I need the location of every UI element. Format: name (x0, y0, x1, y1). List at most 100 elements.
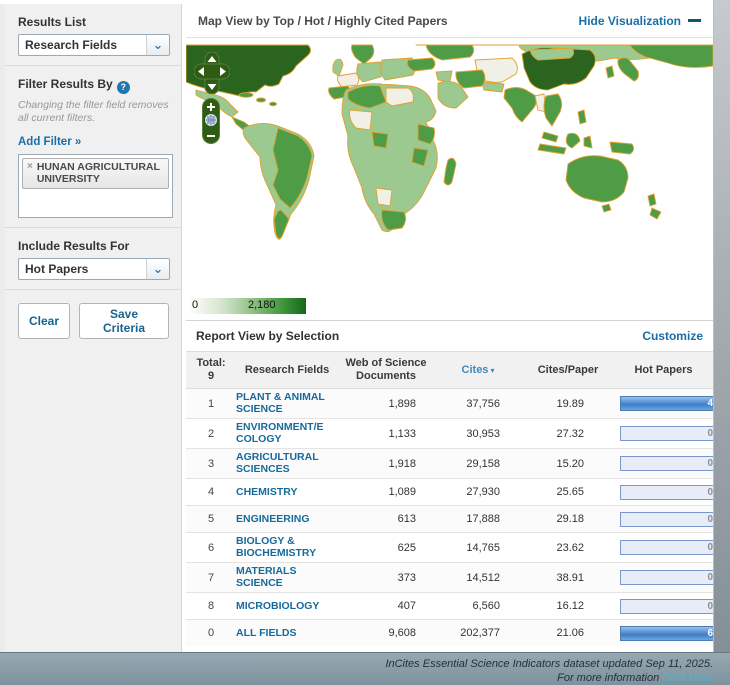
hot-papers-bar: 6 (620, 625, 713, 641)
hide-visualization-link[interactable]: Hide Visualization (579, 14, 701, 28)
hot-papers-value: 6 (707, 627, 713, 639)
row-field-cell: ENGINEERING (236, 513, 338, 526)
row-field-cell: MICROBIOLOGY (236, 600, 338, 613)
world-map-visualization[interactable]: 0 2,180 (186, 38, 713, 320)
hot-papers-value: 4 (707, 398, 713, 409)
research-field-link[interactable]: BIOLOGY & BIOCHEMISTRY (236, 535, 317, 559)
hot-papers-bar: 0 (620, 540, 713, 555)
row-hot-papers-cell: 0 (614, 511, 713, 528)
row-cites: 17,888 (466, 513, 500, 525)
row-field-cell: PLANT & ANIMAL SCIENCE (236, 391, 338, 415)
window-top-border (0, 0, 730, 4)
column-header-hot-papers[interactable]: Hot Papers (634, 363, 693, 376)
row-cites-per-paper: 38.91 (556, 571, 584, 584)
sort-desc-icon: ▾ (490, 365, 495, 375)
add-filter-link[interactable]: Add Filter » (18, 136, 82, 148)
zoom-in-icon (207, 103, 215, 111)
column-header-wos-documents[interactable]: Web of Science Documents (345, 357, 427, 382)
results-table-body: 1 PLANT & ANIMAL SCIENCE 1,898 37,756 19… (186, 389, 713, 646)
sidebar-main-divider (182, 4, 186, 652)
row-rank: 1 (207, 397, 215, 410)
row-cites-per-paper: 25.65 (556, 486, 584, 498)
research-field-link[interactable]: MICROBIOLOGY (236, 599, 320, 612)
legend-gradient-bar (190, 298, 306, 314)
row-cites: 37,756 (466, 397, 500, 410)
row-hot-papers-cell: 0 (614, 598, 713, 615)
main-content: Map View by Top / Hot / Highly Cited Pap… (186, 4, 713, 652)
window-left-border (0, 4, 5, 652)
table-row: 0 ALL FIELDS 9,608 202,377 21.06 6 (186, 619, 713, 646)
map-zoom-control[interactable] (202, 98, 220, 144)
row-field-cell: ENVIRONMENT/ECOLOGY (236, 421, 338, 445)
research-field-link[interactable]: PLANT & ANIMAL SCIENCE (236, 391, 325, 415)
total-label: Total: (196, 357, 226, 369)
hide-visualization-text: Hide Visualization (578, 13, 681, 28)
active-filters-box: × HUNAN AGRICULTURAL UNIVERSITY (18, 154, 173, 218)
remove-filter-icon[interactable]: × (27, 161, 33, 172)
include-results-selected-value: Hot Papers (25, 262, 89, 276)
results-list-selected-value: Research Fields (25, 38, 118, 52)
more-information-text: For more information Click Here (0, 671, 713, 685)
table-row: 5 ENGINEERING 613 17,888 29.18 0 (186, 505, 713, 532)
research-field-link[interactable]: ALL FIELDS (236, 626, 297, 639)
filter-tag-label: HUNAN AGRICULTURAL UNIVERSITY (36, 161, 160, 185)
hot-papers-bar: 0 (620, 511, 713, 527)
include-results-label: Include Results For (18, 239, 130, 253)
row-wos-documents: 373 (397, 571, 416, 584)
row-field-cell: ALL FIELDS (236, 627, 338, 640)
hot-papers-value: 0 (707, 428, 713, 439)
choropleth-world-map (186, 44, 713, 240)
research-field-link[interactable]: AGRICULTURAL SCIENCES (236, 451, 319, 475)
row-rank: 4 (207, 486, 215, 498)
row-cites: 202,377 (460, 627, 500, 639)
window-right-border (713, 0, 730, 652)
results-table-header-row: Total: 9 Research Fields Web of Science … (186, 351, 713, 389)
filter-results-section: Filter Results By? Changing the filter f… (5, 65, 181, 227)
hot-papers-value: 0 (707, 486, 713, 498)
research-field-link[interactable]: ENVIRONMENT/ECOLOGY (236, 421, 324, 445)
filter-note: Changing the filter field removes all cu… (18, 99, 169, 124)
row-wos-documents: 1,133 (388, 427, 416, 440)
table-row: 7 MATERIALS SCIENCE 373 14,512 38.91 0 (186, 562, 713, 592)
customize-link[interactable]: Customize (642, 329, 703, 343)
help-icon[interactable]: ? (116, 81, 130, 94)
row-wos-documents: 613 (397, 513, 416, 525)
save-criteria-button[interactable]: Save Criteria (79, 303, 169, 339)
filter-tag-hunan-agricultural-university[interactable]: × HUNAN AGRICULTURAL UNIVERSITY (22, 158, 169, 189)
research-field-link[interactable]: MATERIALS SCIENCE (236, 565, 297, 589)
table-row: 8 MICROBIOLOGY 407 6,560 16.12 0 (186, 592, 713, 619)
legend-max-value: 2,180 (248, 299, 276, 311)
row-cites-per-paper: 19.89 (556, 397, 584, 410)
row-cites: 14,512 (466, 571, 500, 584)
column-header-cites[interactable]: Cites ▾ (434, 364, 522, 377)
row-hot-papers-cell: 4 (614, 395, 713, 412)
clear-button[interactable]: Clear (18, 303, 71, 339)
hot-papers-value: 0 (707, 458, 713, 469)
page-footer: InCites Essential Science Indicators dat… (0, 652, 730, 685)
hot-papers-bar: 0 (620, 570, 713, 585)
row-hot-papers-cell: 0 (614, 484, 713, 501)
pan-up-icon (207, 56, 217, 62)
click-here-link[interactable]: Click Here (662, 672, 713, 684)
results-list-dropdown[interactable]: Research Fields ⌄ (18, 34, 170, 56)
legend-min-value: 0 (192, 299, 199, 311)
research-field-link[interactable]: CHEMISTRY (236, 485, 298, 498)
pan-down-icon (207, 84, 217, 90)
chevron-down-icon[interactable]: ⌄ (146, 35, 169, 55)
row-wos-documents: 1,918 (388, 457, 416, 470)
row-cites: 27,930 (466, 486, 500, 498)
column-header-cites-per-paper[interactable]: Cites/Paper (537, 363, 599, 376)
row-cites-per-paper: 16.12 (556, 600, 584, 612)
results-list-label: Results List (18, 15, 87, 29)
row-cites-per-paper: 21.06 (556, 627, 584, 639)
include-results-dropdown[interactable]: Hot Papers ⌄ (18, 258, 170, 280)
row-cites-per-paper: 23.62 (556, 541, 584, 554)
hot-papers-value: 0 (707, 600, 713, 612)
research-field-link[interactable]: ENGINEERING (236, 512, 310, 525)
chevron-down-icon[interactable]: ⌄ (146, 259, 169, 279)
row-wos-documents: 407 (397, 600, 416, 612)
map-pan-control[interactable] (194, 52, 230, 94)
include-results-section: Include Results For Hot Papers ⌄ (5, 227, 181, 289)
column-header-research-fields[interactable]: Research Fields (244, 363, 330, 376)
row-wos-documents: 1,089 (388, 486, 416, 498)
